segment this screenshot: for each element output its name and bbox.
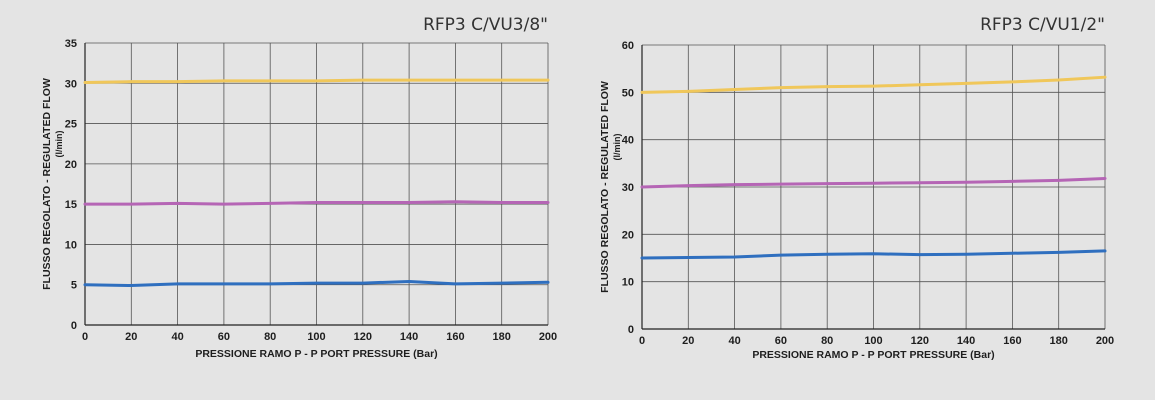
- x-tick-label: 20: [682, 335, 694, 347]
- series-line-0: [83, 78, 550, 84]
- x-tick-label: 40: [171, 331, 183, 343]
- x-tick-label: 120: [911, 335, 929, 347]
- x-tick-label: 140: [400, 331, 418, 343]
- y-tick-label: 50: [622, 87, 634, 99]
- y-tick-label: 20: [622, 229, 634, 241]
- y-tick-label: 25: [65, 119, 77, 131]
- y-tick-label: 0: [71, 320, 77, 332]
- x-tick-label: 200: [1096, 335, 1114, 347]
- y-tick-label: 0: [628, 324, 634, 336]
- y-tick-label: 5: [71, 280, 77, 292]
- y-tick-label: 35: [65, 38, 77, 50]
- y-tick-label: 10: [622, 277, 634, 289]
- x-tick-label: 180: [493, 331, 511, 343]
- x-tick-label: 160: [1003, 335, 1021, 347]
- y-tick-label: 30: [622, 182, 634, 194]
- y-axis-unit: (l/min): [54, 131, 64, 158]
- chart-title: RFP3 C/VU3/8": [423, 15, 548, 35]
- y-axis-unit: (l/min): [612, 134, 622, 161]
- y-tick-label: 10: [65, 239, 77, 251]
- x-tick-label: 180: [1050, 335, 1068, 347]
- x-tick-label: 0: [82, 331, 88, 343]
- series-line-0: [640, 75, 1107, 94]
- x-tick-label: 80: [821, 335, 833, 347]
- y-tick-label: 15: [65, 199, 77, 211]
- x-tick-label: 100: [307, 331, 325, 343]
- x-tick-label: 20: [125, 331, 137, 343]
- y-axis-label: FLUSSO REGOLATO - REGULATED FLOW: [599, 81, 611, 293]
- x-tick-label: 40: [728, 335, 740, 347]
- x-tick-label: 80: [264, 331, 276, 343]
- x-tick-label: 60: [775, 335, 787, 347]
- x-tick-label: 60: [218, 331, 230, 343]
- y-tick-label: 30: [65, 78, 77, 90]
- chart-rfp3-c-vu1-2: 0 20 40 60 80 100 120 140 160 180 200 0 10 20 30 40 50 60…: [599, 15, 1114, 361]
- x-tick-label: 200: [539, 331, 557, 343]
- x-axis-label: PRESSIONE RAMO P - P PORT PRESSURE (Bar): [195, 348, 437, 360]
- y-tick-label: 40: [622, 135, 634, 147]
- series-line-2: [640, 249, 1107, 260]
- x-tick-label: 160: [446, 331, 464, 343]
- y-axis-label: FLUSSO REGOLATO - REGULATED FLOW: [41, 78, 53, 290]
- series-line-1: [640, 176, 1107, 189]
- series-line-1: [83, 200, 550, 206]
- y-tick-label: 20: [65, 159, 77, 171]
- series-line-2: [83, 279, 550, 288]
- chart-title: RFP3 C/VU1/2": [980, 15, 1105, 35]
- x-tick-label: 140: [957, 335, 975, 347]
- chart-rfp3-c-vu3-8: 0 20 40 60 80 100 120 140 160 180 200 0 5 10 15 20 25 30 3…: [41, 15, 557, 360]
- y-tick-label: 60: [622, 40, 634, 52]
- x-axis-label: PRESSIONE RAMO P - P PORT PRESSURE (Bar): [752, 349, 994, 361]
- x-tick-label: 100: [864, 335, 882, 347]
- x-tick-label: 120: [354, 331, 372, 343]
- x-tick-label: 0: [639, 335, 645, 347]
